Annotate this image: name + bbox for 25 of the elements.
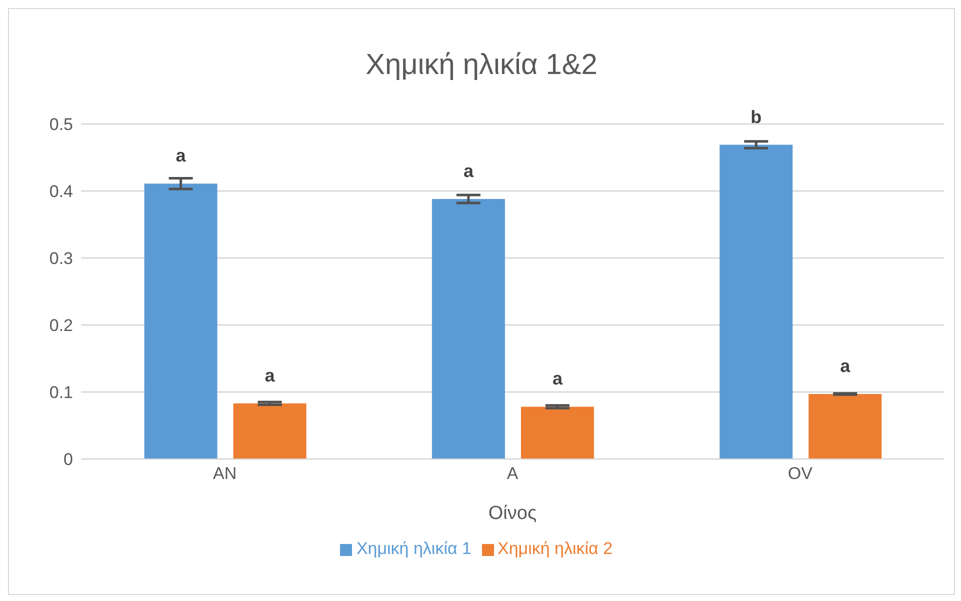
legend-label: Χημική ηλικία 1 xyxy=(356,539,472,558)
data-label: a xyxy=(463,161,474,182)
bar xyxy=(808,394,882,459)
y-tick-label: 0.1 xyxy=(49,383,73,402)
y-tick-label: 0.5 xyxy=(49,115,73,134)
bar xyxy=(520,406,594,459)
bar xyxy=(233,403,306,459)
x-tick-label: AN xyxy=(213,464,237,484)
data-label: a xyxy=(264,365,276,386)
y-tick-label: 0.2 xyxy=(49,316,73,336)
chart-title: Χημική ηλικία 1&2 xyxy=(364,49,598,82)
bar xyxy=(144,184,218,459)
y-tick-label: 0.4 xyxy=(49,182,73,202)
legend-label: Χημική ηλικία 2 xyxy=(498,539,613,558)
x-axis-title: Οίνος xyxy=(488,503,537,524)
x-tick-label: OV xyxy=(788,464,814,484)
x-tick-label: A xyxy=(506,464,519,484)
data-label: b xyxy=(750,106,762,127)
bar xyxy=(720,144,793,459)
y-tick-label: 0.3 xyxy=(49,249,73,268)
data-label: a xyxy=(552,368,564,389)
data-label: a xyxy=(176,146,187,166)
data-label: a xyxy=(840,356,852,376)
bar xyxy=(432,199,505,459)
y-tick-label: 0 xyxy=(64,450,73,470)
